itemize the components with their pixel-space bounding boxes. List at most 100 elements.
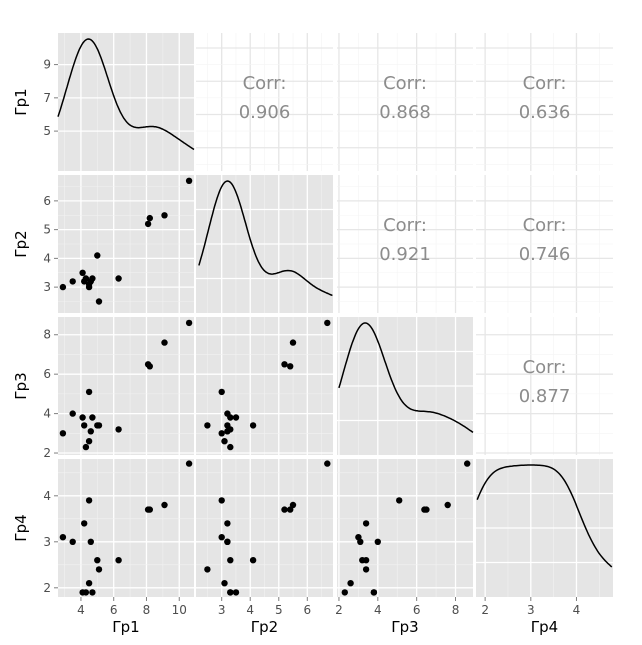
scatter-panel (337, 459, 473, 597)
data-point (218, 497, 225, 504)
data-point (324, 460, 331, 467)
y-tick-label: 3 (43, 280, 51, 294)
corr-label: Corr: (523, 73, 567, 94)
y-tick-label: 5 (43, 124, 51, 138)
data-point (69, 278, 76, 285)
scatter-panel (58, 317, 194, 455)
y-tick-label: 7 (43, 91, 51, 105)
data-point (444, 501, 451, 509)
x-tick-label: 10 (172, 603, 187, 617)
data-point (232, 414, 240, 421)
data-point (221, 580, 228, 587)
data-point (289, 501, 297, 509)
x-tick-label: 4 (77, 603, 85, 617)
data-point (82, 443, 90, 451)
data-point (89, 275, 96, 282)
density-curve-1 (57, 38, 195, 151)
y-tick-label: 6 (43, 194, 51, 208)
data-point (227, 414, 234, 421)
x-tick-label: 6 (413, 603, 421, 617)
data-point (185, 177, 193, 184)
data-point (87, 428, 95, 435)
data-point (289, 339, 297, 346)
data-point (115, 275, 122, 282)
data-point (224, 520, 231, 527)
x-tick-label: 3 (218, 603, 226, 617)
y-tick-label: 4 (43, 251, 51, 265)
data-point (144, 220, 152, 228)
y-tick-label: 4 (43, 489, 51, 503)
density-curve-3 (338, 322, 474, 434)
y-axis-title: Γp1 (12, 88, 30, 115)
corr-label: Corr: (383, 73, 427, 94)
data-point (115, 557, 122, 564)
x-tick-label: 6 (110, 603, 118, 617)
x-axis-title: Γp1 (112, 618, 139, 636)
data-point (224, 538, 231, 545)
data-point (95, 566, 103, 573)
data-point (94, 252, 101, 259)
x-tick-label: 3 (527, 603, 535, 617)
corr-label: Corr: (243, 73, 287, 94)
data-point (87, 538, 95, 545)
x-tick-label: 5 (275, 603, 283, 617)
data-point (281, 361, 288, 368)
data-point (85, 497, 93, 504)
y-tick-label: 6 (43, 367, 51, 381)
corr-label: Corr: (523, 357, 567, 378)
x-tick-label: 6 (303, 603, 311, 617)
data-point (221, 438, 228, 445)
corr-value: 0.906 (239, 102, 291, 123)
data-point (85, 438, 93, 445)
data-point (362, 520, 370, 527)
y-tick-label: 3 (43, 535, 51, 549)
data-point (161, 339, 168, 346)
data-point (204, 422, 211, 429)
data-point (287, 363, 294, 370)
x-tick-label: 2 (335, 603, 343, 617)
x-tick-label: 2 (481, 603, 489, 617)
y-tick-label: 4 (43, 407, 51, 421)
y-tick-label: 8 (43, 328, 51, 342)
corr-value: 0.746 (519, 244, 571, 265)
data-point (89, 414, 96, 421)
data-point (161, 501, 168, 509)
data-point (85, 388, 93, 396)
data-point (94, 557, 101, 564)
data-point (218, 388, 225, 396)
data-point (227, 557, 234, 564)
data-point (185, 460, 193, 467)
data-point (69, 538, 76, 545)
data-point (146, 363, 153, 370)
density-curve-2 (198, 180, 333, 297)
data-point (374, 538, 381, 545)
corr-label: Corr: (383, 215, 427, 236)
data-point (59, 430, 67, 437)
data-point (396, 497, 403, 504)
corr-label: Corr: (523, 215, 567, 236)
x-tick-label: 4 (374, 603, 382, 617)
y-tick-label: 9 (43, 58, 51, 72)
data-point (357, 538, 364, 545)
data-point (185, 319, 193, 327)
x-tick-label: 8 (452, 603, 460, 617)
data-point (146, 214, 153, 222)
data-point (79, 269, 86, 276)
data-point (227, 589, 234, 596)
data-point (287, 506, 294, 513)
density-curve-4 (476, 464, 613, 568)
data-point (341, 589, 348, 596)
data-point (82, 275, 90, 282)
data-point (146, 506, 153, 513)
x-axis-title: Γp4 (531, 618, 558, 636)
data-point (59, 534, 67, 541)
data-point (81, 422, 88, 429)
data-point (281, 506, 288, 513)
y-axis-title: Γp4 (12, 514, 30, 541)
data-point (249, 557, 257, 564)
data-point (362, 566, 370, 573)
data-point (227, 426, 234, 433)
data-point (359, 557, 366, 564)
corr-value: 0.868 (379, 102, 431, 123)
data-point (218, 534, 225, 541)
